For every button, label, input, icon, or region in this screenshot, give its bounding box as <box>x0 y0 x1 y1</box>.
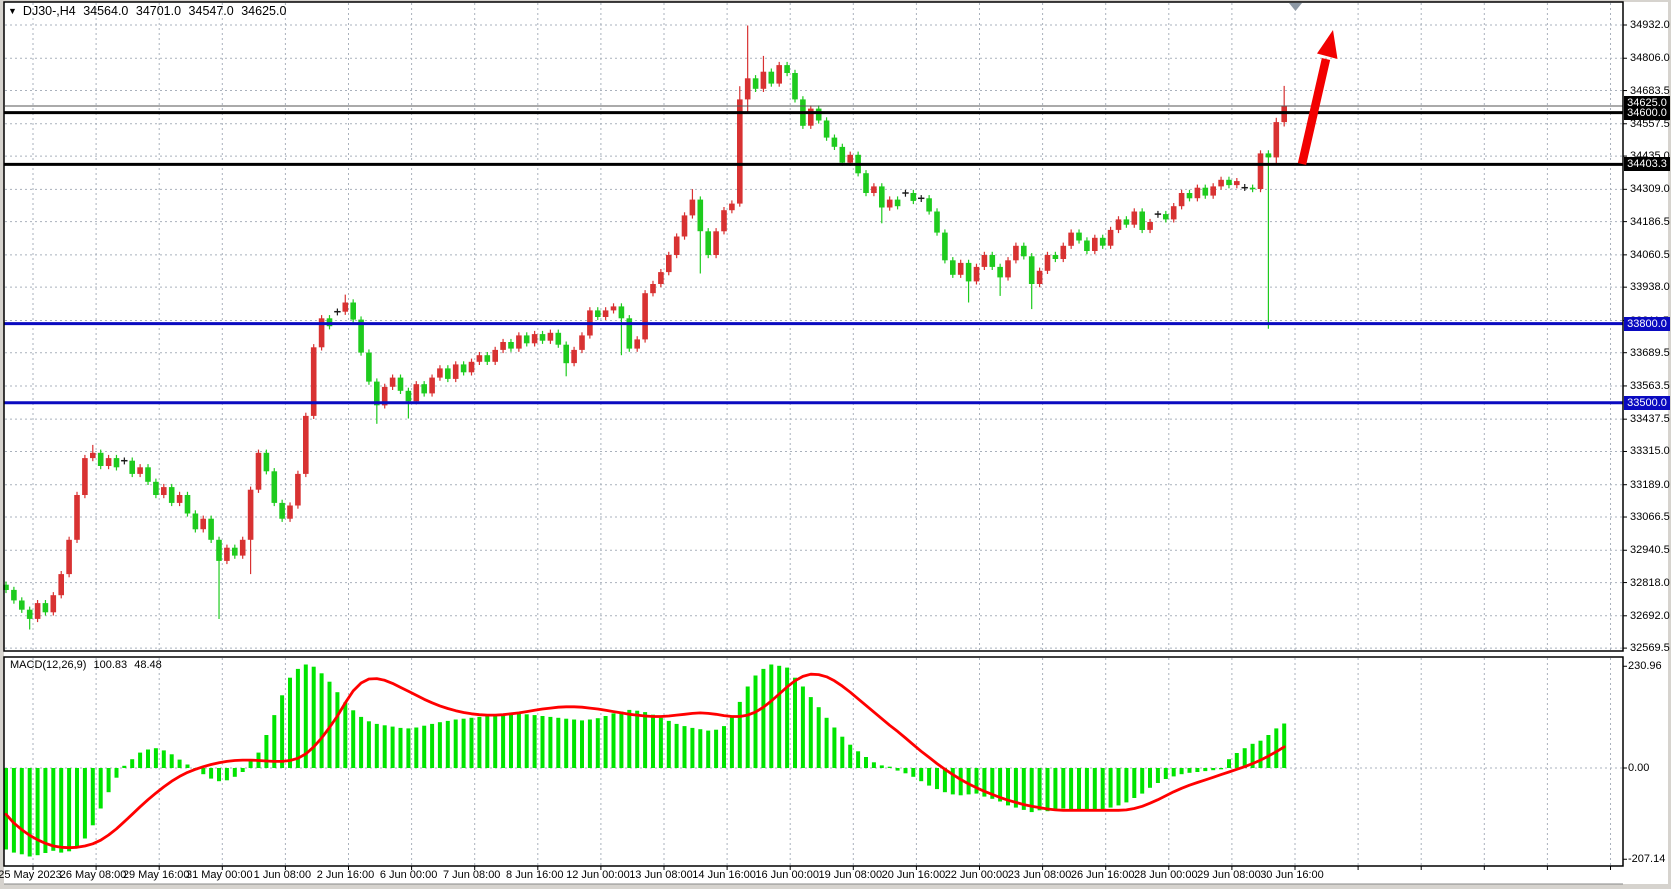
macd-signal-value: 48.48 <box>134 659 162 671</box>
price-tick-label: 33066.5 <box>1630 511 1670 524</box>
time-axis-label: 6 Jun 00:00 <box>379 869 438 881</box>
time-axis-label: 20 Jun 16:00 <box>881 869 946 881</box>
time-axis-label: 7 Jun 08:00 <box>442 869 501 881</box>
time-axis-label: 30 Jun 16:00 <box>1260 869 1324 881</box>
price-tick-label: 33189.0 <box>1630 478 1670 491</box>
symbol-period-label: DJ30-,H4 <box>22 4 76 18</box>
price-tick-label: 33689.5 <box>1630 346 1670 359</box>
price-level-box: 34403.3 <box>1624 157 1670 172</box>
time-axis-label: 26 May 08:00 <box>59 869 127 881</box>
ohlc-close: 34625.0 <box>241 4 287 18</box>
time-axis-label: 16 Jun 00:00 <box>755 869 819 881</box>
price-level-box: 33800.0 <box>1624 316 1670 331</box>
price-tick-label: 32818.0 <box>1630 576 1670 589</box>
price-level-box: 33500.0 <box>1624 395 1670 410</box>
price-tick-label: 33437.5 <box>1630 413 1670 426</box>
time-axis-label: 22 Jun 00:00 <box>944 869 1009 881</box>
macd-indicator-label: MACD(12,26,9) 100.83 48.48 <box>10 659 166 671</box>
price-tick-label: 34309.0 <box>1630 183 1670 196</box>
scroll-position-marker-icon <box>1289 3 1302 11</box>
price-tick-label: 34557.5 <box>1630 117 1670 130</box>
macd-scale-label: 0.00 <box>1628 762 1650 774</box>
ohlc-open: 34564.0 <box>83 4 129 18</box>
macd-name: MACD(12,26,9) <box>10 659 87 671</box>
macd-hist-value: 100.83 <box>93 659 128 671</box>
time-axis-label: 14 Jun 16:00 <box>692 869 756 881</box>
price-tick-label: 34186.5 <box>1630 215 1670 228</box>
time-axis-label: 31 May 00:00 <box>185 869 253 881</box>
price-tick-label: 32569.5 <box>1630 642 1670 655</box>
time-axis-label: 19 Jun 08:00 <box>818 869 883 881</box>
price-tick-label: 33563.5 <box>1630 379 1670 392</box>
chart-title-bar: ▼ DJ30-,H4 34564.0 34701.0 34547.0 34625.… <box>8 4 290 18</box>
price-level-box: 34600.0 <box>1624 105 1670 120</box>
trend-arrow[interactable] <box>1297 30 1338 165</box>
time-axis-label: 1 Jun 08:00 <box>253 869 312 881</box>
price-tick-label: 34806.0 <box>1630 52 1670 65</box>
price-tick-label: 34060.5 <box>1630 248 1670 261</box>
time-axis-label: 29 May 16:00 <box>122 869 190 881</box>
ohlc-low: 34547.0 <box>188 4 234 18</box>
price-tick-label: 33315.0 <box>1630 445 1670 458</box>
symbol-dropdown-icon[interactable]: ▼ <box>8 6 17 16</box>
time-axis-label: 2 Jun 16:00 <box>316 869 375 881</box>
price-tick-label: 34932.0 <box>1630 19 1670 31</box>
time-axis-label: 29 Jun 08:00 <box>1197 869 1261 881</box>
time-axis-label: 25 May 2023 <box>0 869 62 881</box>
ohlc-high: 34701.0 <box>135 4 182 18</box>
time-axis-label: 13 Jun 08:00 <box>629 869 693 881</box>
time-axis-label: 26 Jun 16:00 <box>1070 869 1135 881</box>
time-axis-label: 23 Jun 08:00 <box>1007 869 1072 881</box>
time-axis-label: 8 Jun 16:00 <box>506 869 564 881</box>
price-tick-label: 32692.0 <box>1630 609 1670 622</box>
price-tick-label: 34683.5 <box>1630 84 1670 97</box>
macd-scale-label: -207.14 <box>1628 853 1666 866</box>
time-axis-label: 28 Jun 00:00 <box>1133 869 1198 881</box>
time-axis-label: 12 Jun 00:00 <box>566 869 630 881</box>
price-tick-label: 33938.0 <box>1630 281 1670 294</box>
macd-scale-label: 230.96 <box>1628 660 1662 673</box>
price-tick-label: 32940.5 <box>1630 544 1670 557</box>
